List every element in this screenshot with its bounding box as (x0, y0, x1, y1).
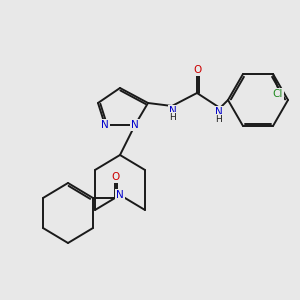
Text: N: N (169, 106, 177, 116)
Text: O: O (193, 65, 201, 75)
Text: O: O (111, 172, 119, 182)
Text: H: H (169, 112, 176, 122)
Text: Cl: Cl (273, 89, 283, 99)
Text: N: N (101, 120, 109, 130)
Text: N: N (116, 190, 124, 200)
Text: N: N (131, 120, 139, 130)
Text: H: H (216, 115, 222, 124)
Text: N: N (215, 107, 223, 117)
